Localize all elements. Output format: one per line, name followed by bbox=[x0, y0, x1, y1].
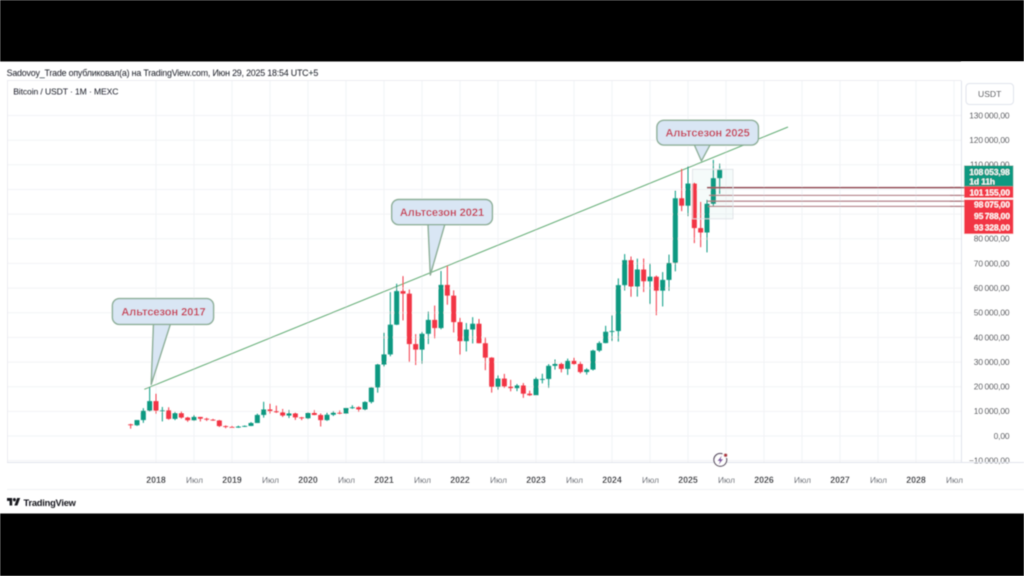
svg-text:Sadovoy_Trade опубликовал(а) н: Sadovoy_Trade опубликовал(а) на TradingV… bbox=[7, 68, 319, 78]
svg-text:Июл: Июл bbox=[262, 475, 279, 485]
svg-text:Июл: Июл bbox=[414, 475, 431, 485]
svg-text:98 075,00: 98 075,00 bbox=[974, 200, 1010, 210]
svg-text:40 000,00: 40 000,00 bbox=[974, 332, 1010, 342]
svg-text:Июл: Июл bbox=[718, 475, 735, 485]
svg-text:Альтсезон 2021: Альтсезон 2021 bbox=[400, 207, 484, 219]
svg-text:120 000,00: 120 000,00 bbox=[969, 135, 1010, 145]
svg-text:Июл: Июл bbox=[870, 475, 887, 485]
svg-text:Альтсезон 2025: Альтсезон 2025 bbox=[665, 128, 749, 140]
svg-text:Июл: Июл bbox=[338, 475, 355, 485]
svg-text:Июл: Июл bbox=[186, 475, 203, 485]
svg-text:2026: 2026 bbox=[754, 475, 774, 485]
svg-text:Июл: Июл bbox=[794, 475, 811, 485]
svg-text:2023: 2023 bbox=[526, 475, 546, 485]
svg-text:Bitcoin / USDT · 1M · MEXC: Bitcoin / USDT · 1M · MEXC bbox=[13, 86, 118, 96]
svg-text:Июл: Июл bbox=[946, 475, 963, 485]
svg-text:2019: 2019 bbox=[222, 475, 242, 485]
svg-text:2027: 2027 bbox=[830, 475, 850, 485]
svg-text:108 053,98: 108 053,98 bbox=[969, 167, 1010, 177]
svg-text:USDT: USDT bbox=[978, 89, 1002, 99]
svg-text:Июл: Июл bbox=[642, 475, 659, 485]
svg-text:TradingView: TradingView bbox=[24, 498, 77, 508]
svg-text:130 000,00: 130 000,00 bbox=[969, 110, 1010, 120]
svg-text:2022: 2022 bbox=[450, 475, 470, 485]
svg-text:110 000,00: 110 000,00 bbox=[970, 160, 1010, 170]
svg-text:10 000,00: 10 000,00 bbox=[974, 406, 1010, 416]
svg-text:1d 11h: 1d 11h bbox=[969, 176, 995, 186]
svg-text:2024: 2024 bbox=[602, 475, 622, 485]
svg-text:50 000,00: 50 000,00 bbox=[974, 308, 1010, 318]
svg-text:60 000,00: 60 000,00 bbox=[974, 283, 1010, 293]
svg-text:30 000,00: 30 000,00 bbox=[974, 357, 1010, 367]
svg-text:80 000,00: 80 000,00 bbox=[974, 234, 1010, 244]
svg-text:101 155,00: 101 155,00 bbox=[969, 187, 1010, 197]
svg-text:2025: 2025 bbox=[678, 475, 698, 485]
svg-text:95 788,00: 95 788,00 bbox=[974, 211, 1010, 221]
svg-text:2021: 2021 bbox=[374, 475, 394, 485]
svg-text:20 000,00: 20 000,00 bbox=[974, 382, 1010, 392]
svg-text:93 328,00: 93 328,00 bbox=[974, 223, 1010, 233]
svg-text:−10 000,00: −10 000,00 bbox=[969, 456, 1010, 466]
svg-text:Июл: Июл bbox=[490, 475, 507, 485]
svg-text:2028: 2028 bbox=[906, 475, 926, 485]
svg-text:0,00: 0,00 bbox=[994, 431, 1010, 441]
svg-text:2018: 2018 bbox=[146, 475, 166, 485]
svg-text:2020: 2020 bbox=[298, 475, 318, 485]
svg-text:70 000,00: 70 000,00 bbox=[974, 258, 1010, 268]
svg-text:Июл: Июл bbox=[566, 475, 583, 485]
svg-text:Альтсезон 2017: Альтсезон 2017 bbox=[121, 307, 205, 319]
